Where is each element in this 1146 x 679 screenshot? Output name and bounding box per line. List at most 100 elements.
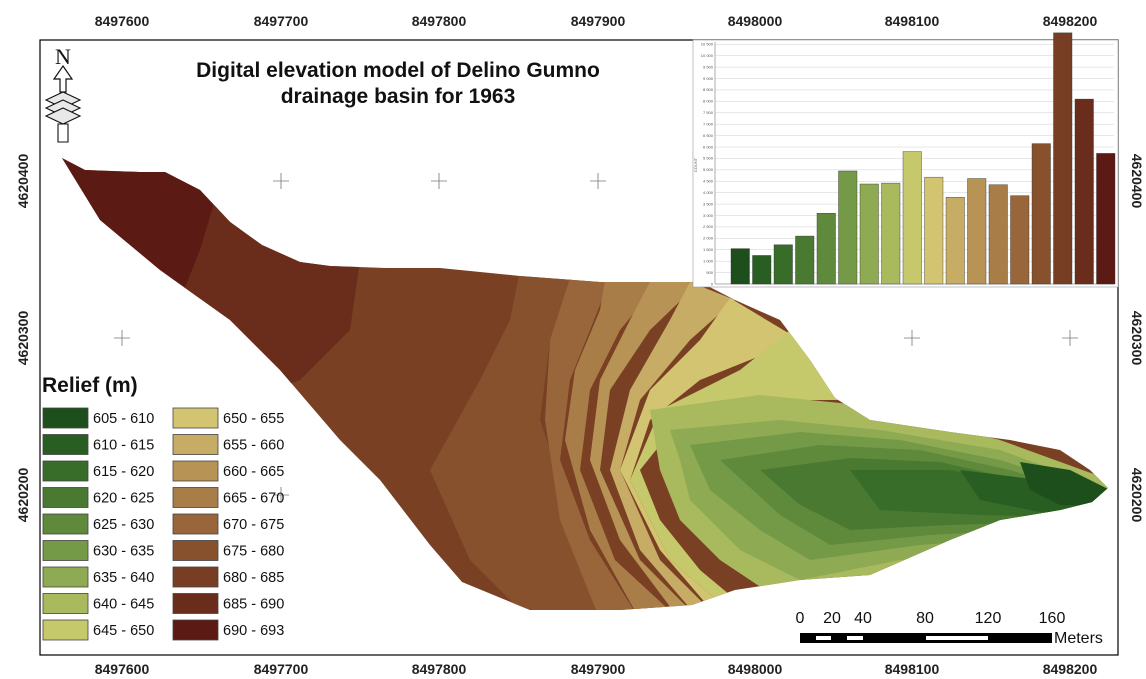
legend-title: Relief (m) bbox=[42, 374, 138, 397]
histogram-y-tick: 0 bbox=[711, 281, 714, 286]
histogram-bar bbox=[967, 178, 987, 285]
legend-swatch bbox=[42, 434, 89, 455]
histogram-y-tick: 10 000 bbox=[701, 53, 714, 58]
legend-label: 605 - 610 bbox=[93, 411, 154, 427]
histogram-bar bbox=[945, 197, 965, 285]
y-tick-right: 4620300 bbox=[1129, 311, 1145, 366]
histogram-y-tick: 3 000 bbox=[703, 213, 714, 218]
histogram-y-tick: 1 500 bbox=[703, 247, 714, 252]
histogram-y-tick: 500 bbox=[706, 270, 713, 275]
histogram-bar bbox=[816, 213, 836, 285]
x-axis-top: 8497600 8497700 8497800 8497900 8498000 … bbox=[95, 13, 1098, 29]
y-tick-right: 4620400 bbox=[1129, 154, 1145, 209]
histogram-y-tick: 7 500 bbox=[703, 110, 714, 115]
x-tick-bottom: 8498100 bbox=[885, 661, 940, 677]
legend-label: 640 - 645 bbox=[93, 597, 154, 613]
scale-label: 80 bbox=[916, 610, 934, 627]
x-tick-bottom: 8498200 bbox=[1043, 661, 1098, 677]
legend-swatch bbox=[172, 566, 219, 588]
legend-label: 635 - 640 bbox=[93, 570, 154, 586]
histogram-y-tick: 9 000 bbox=[703, 76, 714, 81]
legend-swatch bbox=[42, 566, 89, 588]
legend-label: 645 - 650 bbox=[93, 623, 154, 639]
legend-label: 690 - 693 bbox=[223, 623, 284, 639]
scale-label: 160 bbox=[1039, 610, 1066, 627]
north-arrow-icon: N bbox=[44, 44, 82, 143]
map-title-line1: Digital elevation model of Delino Gumno bbox=[196, 59, 600, 82]
x-tick-top: 8498000 bbox=[728, 13, 783, 29]
histogram-y-tick: 3 500 bbox=[703, 201, 714, 206]
legend-label: 660 - 665 bbox=[223, 464, 284, 480]
histogram-y-tick: 8 000 bbox=[703, 99, 714, 104]
legend: Relief (m) 605 - 610 610 - 615 615 - 620 62… bbox=[42, 374, 284, 641]
legend-swatch bbox=[172, 434, 219, 455]
scale-label: 40 bbox=[854, 610, 872, 627]
x-tick-top: 8497700 bbox=[254, 13, 309, 29]
legend-swatch bbox=[42, 407, 89, 429]
legend-swatch bbox=[172, 487, 219, 508]
legend-swatch bbox=[42, 619, 89, 641]
y-tick-left: 4620300 bbox=[15, 311, 31, 366]
legend-swatch bbox=[172, 460, 219, 482]
x-tick-bottom: 8498000 bbox=[728, 661, 783, 677]
scale-label: 20 bbox=[823, 610, 841, 627]
histogram-y-tick: 2 500 bbox=[703, 224, 714, 229]
histogram-y-tick: 4 000 bbox=[703, 190, 714, 195]
legend-label: 680 - 685 bbox=[223, 570, 284, 586]
histogram-y-tick: 7 000 bbox=[703, 121, 714, 126]
histogram-y-tick: 6 500 bbox=[703, 133, 714, 138]
histogram-y-tick: 4 500 bbox=[703, 179, 714, 184]
legend-label: 665 - 670 bbox=[223, 491, 284, 507]
histogram-y-tick: 6 000 bbox=[703, 144, 714, 149]
histogram-bar bbox=[924, 176, 944, 285]
histogram-bar bbox=[795, 235, 815, 285]
legend-label: 615 - 620 bbox=[93, 464, 154, 480]
histogram-bar bbox=[773, 244, 793, 285]
histogram-bar bbox=[859, 183, 879, 285]
legend-swatch bbox=[42, 593, 89, 614]
histogram-bar bbox=[881, 182, 901, 285]
legend-label: 620 - 625 bbox=[93, 491, 154, 507]
scale-bar: 0 20 40 80 120 160 Meters bbox=[796, 610, 1103, 647]
histogram-bar bbox=[752, 255, 772, 285]
y-tick-left: 4620400 bbox=[15, 154, 31, 209]
histogram-bar bbox=[1053, 32, 1073, 285]
x-tick-top: 8497900 bbox=[571, 13, 626, 29]
histogram-y-tick: 8 500 bbox=[703, 87, 714, 92]
histogram-y-tick: 9 500 bbox=[703, 64, 714, 69]
north-letter: N bbox=[55, 44, 71, 69]
legend-label: 625 - 630 bbox=[93, 517, 154, 533]
x-axis-bottom: 8497600 8497700 8497800 8497900 8498000 … bbox=[95, 661, 1098, 677]
histogram-bar bbox=[902, 151, 922, 285]
scale-label: 120 bbox=[975, 610, 1002, 627]
legend-label: 670 - 675 bbox=[223, 517, 284, 533]
x-tick-top: 8498200 bbox=[1043, 13, 1098, 29]
histogram-y-tick: 5 500 bbox=[703, 156, 714, 161]
legend-label: 610 - 615 bbox=[93, 438, 154, 454]
y-tick-left: 4620200 bbox=[15, 468, 31, 523]
histogram-y-label: COUNT bbox=[693, 157, 698, 172]
legend-label: 675 - 680 bbox=[223, 544, 284, 560]
x-tick-bottom: 8497900 bbox=[571, 661, 626, 677]
y-tick-right: 4620200 bbox=[1129, 468, 1145, 523]
scale-unit: Meters bbox=[1054, 630, 1103, 647]
legend-swatch bbox=[42, 540, 89, 561]
legend-label: 650 - 655 bbox=[223, 411, 284, 427]
histogram-bar bbox=[1096, 153, 1116, 285]
x-tick-bottom: 8497600 bbox=[95, 661, 150, 677]
map-title-line2: drainage basin for 1963 bbox=[281, 85, 516, 108]
histogram-inset: 0 500 1 000 1 500 2 000 2 500 3 000 3 500 4 000 4… bbox=[692, 32, 1119, 288]
legend-swatch bbox=[172, 593, 219, 614]
histogram-y-tick: 10 500 bbox=[701, 42, 714, 47]
y-axis-right: 4620400 4620300 4620200 bbox=[1129, 154, 1145, 523]
histogram-y-tick: 1 000 bbox=[703, 258, 714, 263]
legend-swatch bbox=[172, 513, 219, 535]
legend-label: 630 - 635 bbox=[93, 544, 154, 560]
histogram-bar bbox=[838, 170, 858, 285]
histogram-bar bbox=[988, 184, 1008, 285]
legend-swatch bbox=[172, 407, 219, 429]
histogram-bar bbox=[1074, 98, 1094, 285]
legend-swatch bbox=[172, 540, 219, 561]
legend-label: 655 - 660 bbox=[223, 438, 284, 454]
